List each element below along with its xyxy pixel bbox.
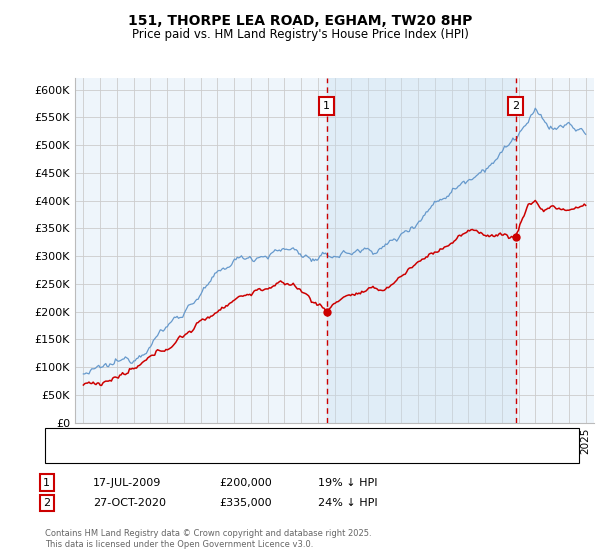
Text: HPI: Average price, semi-detached house, Runnymede: HPI: Average price, semi-detached house,… xyxy=(87,447,371,458)
Text: 19% ↓ HPI: 19% ↓ HPI xyxy=(318,478,377,488)
Text: £335,000: £335,000 xyxy=(219,498,272,508)
Text: Price paid vs. HM Land Registry's House Price Index (HPI): Price paid vs. HM Land Registry's House … xyxy=(131,28,469,41)
Text: 17-JUL-2009: 17-JUL-2009 xyxy=(93,478,161,488)
Text: 151, THORPE LEA ROAD, EGHAM, TW20 8HP: 151, THORPE LEA ROAD, EGHAM, TW20 8HP xyxy=(128,14,472,28)
Text: 2: 2 xyxy=(512,101,520,111)
Text: 2: 2 xyxy=(43,498,50,508)
Text: 24% ↓ HPI: 24% ↓ HPI xyxy=(318,498,377,508)
Bar xyxy=(327,78,516,423)
Text: Contains HM Land Registry data © Crown copyright and database right 2025.
This d: Contains HM Land Registry data © Crown c… xyxy=(45,529,371,549)
Text: 27-OCT-2020: 27-OCT-2020 xyxy=(93,498,166,508)
Text: 1: 1 xyxy=(323,101,330,111)
Text: 1: 1 xyxy=(43,478,50,488)
Text: £200,000: £200,000 xyxy=(219,478,272,488)
Text: 151, THORPE LEA ROAD, EGHAM, TW20 8HP (semi-detached house): 151, THORPE LEA ROAD, EGHAM, TW20 8HP (s… xyxy=(87,431,440,441)
